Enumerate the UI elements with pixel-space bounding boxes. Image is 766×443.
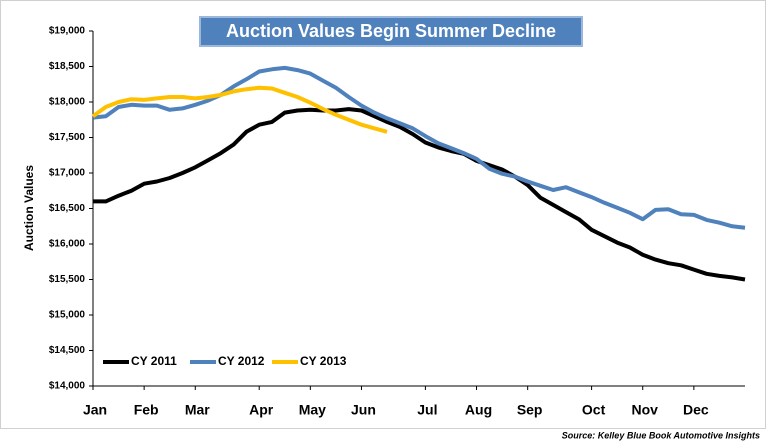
series-line [91,85,388,134]
y-tick-label: $14,500 [49,345,86,356]
x-tick-label: Dec [683,402,709,418]
source-note: Source: Kelley Blue Book Automotive Insi… [562,430,760,440]
x-tick-label: May [299,402,326,418]
legend-label: CY 2013 [300,354,347,368]
y-tick-label: $17,000 [49,168,86,179]
y-axis-label: Auction Values [22,165,36,251]
y-tick-label: $15,500 [49,274,86,285]
x-tick-label: Sep [517,402,543,418]
chart-title: Auction Values Begin Summer Decline [226,21,556,41]
y-tick-label: $15,000 [49,310,86,321]
x-tick-label: Apr [249,402,274,418]
legend-label: CY 2011 [131,354,177,368]
x-tick-label: Feb [134,402,159,418]
legend-label: CY 2012 [218,354,265,368]
y-tick-label: $16,000 [49,239,86,250]
chart-frame [0,0,766,429]
x-tick-label: Mar [185,402,210,418]
series-line [92,65,746,230]
y-tick-label: $14,000 [49,381,86,392]
y-tick-label: $19,000 [49,26,86,37]
y-tick-label: $16,500 [49,203,86,214]
x-tick-label: Jun [351,402,376,418]
x-tick-label: Jan [83,402,107,418]
title-box [199,16,583,47]
y-tick-label: $18,500 [49,61,86,72]
x-tick-label: Jul [417,402,437,418]
series-line [93,107,746,282]
y-tick-label: $18,000 [49,97,86,108]
x-tick-label: Aug [465,402,492,418]
x-tick-label: Oct [582,402,606,418]
y-tick-label: $17,500 [49,132,86,143]
x-tick-label: Nov [631,402,658,418]
